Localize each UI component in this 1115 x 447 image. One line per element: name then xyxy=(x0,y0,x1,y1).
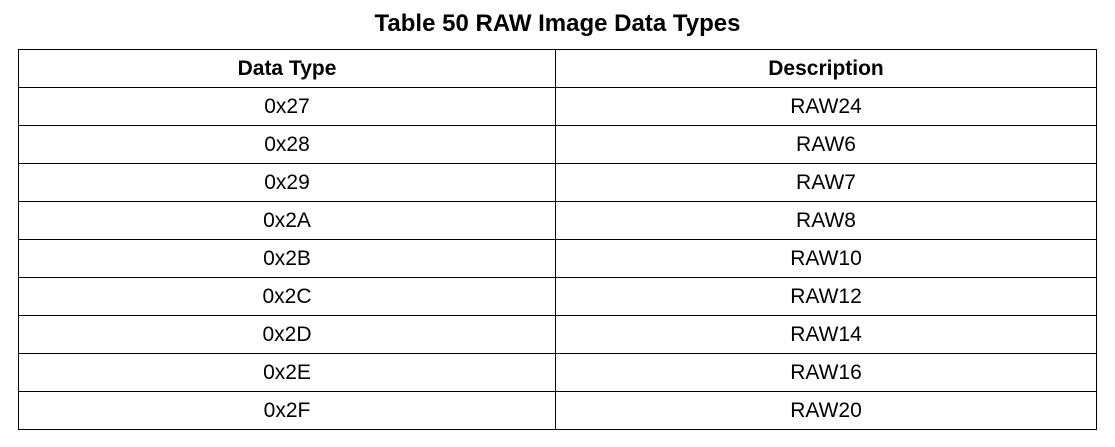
data-type-cell: 0x2F xyxy=(18,391,556,430)
data-type-cell: 0x2D xyxy=(18,315,556,354)
table-row: 0x2F RAW20 xyxy=(18,391,1097,430)
data-type-cell: 0x28 xyxy=(18,125,556,164)
data-type-cell: 0x27 xyxy=(18,87,556,126)
table-row: 0x27 RAW24 xyxy=(18,87,1097,126)
description-cell: RAW8 xyxy=(555,201,1097,240)
table-row: 0x2E RAW16 xyxy=(18,353,1097,392)
raw-data-types-table: Data Type Description 0x27 RAW24 0x28 RA… xyxy=(18,49,1097,430)
table-row: 0x2B RAW10 xyxy=(18,239,1097,278)
table-row: 0x2D RAW14 xyxy=(18,315,1097,354)
table-row: 0x29 RAW7 xyxy=(18,163,1097,202)
description-cell: RAW24 xyxy=(555,87,1097,126)
data-type-cell: 0x2E xyxy=(18,353,556,392)
table-row: 0x2A RAW8 xyxy=(18,201,1097,240)
header-data-type: Data Type xyxy=(18,49,556,88)
description-cell: RAW16 xyxy=(555,353,1097,392)
table-header-row: Data Type Description xyxy=(18,49,1097,88)
description-cell: RAW20 xyxy=(555,391,1097,430)
header-description: Description xyxy=(555,49,1097,88)
data-type-cell: 0x2B xyxy=(18,239,556,278)
description-cell: RAW6 xyxy=(555,125,1097,164)
data-type-cell: 0x29 xyxy=(18,163,556,202)
description-cell: RAW10 xyxy=(555,239,1097,278)
table-row: 0x28 RAW6 xyxy=(18,125,1097,164)
data-type-cell: 0x2C xyxy=(18,277,556,316)
table-row: 0x2C RAW12 xyxy=(18,277,1097,316)
description-cell: RAW7 xyxy=(555,163,1097,202)
data-type-cell: 0x2A xyxy=(18,201,556,240)
description-cell: RAW14 xyxy=(555,315,1097,354)
description-cell: RAW12 xyxy=(555,277,1097,316)
table-caption: Table 50 RAW Image Data Types xyxy=(374,10,741,37)
